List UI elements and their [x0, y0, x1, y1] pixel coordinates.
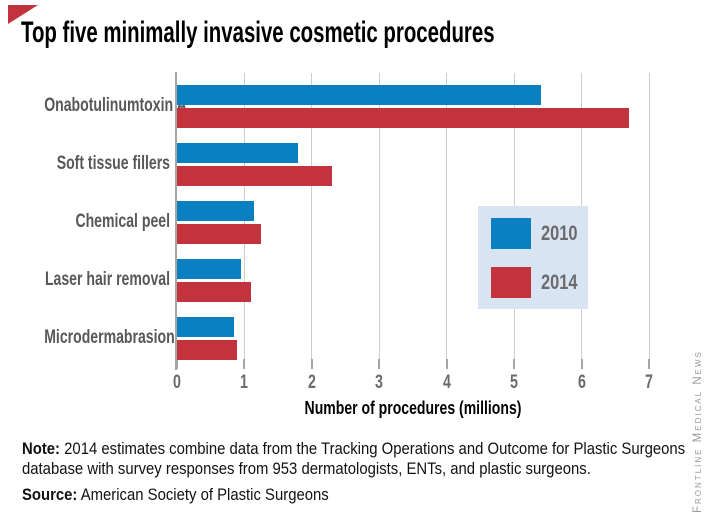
chart-legend: 2010 2014: [478, 206, 588, 309]
source-body: American Society of Plastic Surgeons: [80, 485, 329, 504]
x-axis-tick: [378, 359, 381, 369]
x-axis-tick: [580, 359, 583, 369]
x-axis-tick: [513, 359, 516, 369]
bar-2014: [176, 108, 630, 128]
bar-2010: [176, 143, 299, 163]
x-axis-tick-label: 3: [375, 372, 384, 393]
source-text: Source: American Society of Plastic Surg…: [22, 485, 691, 505]
x-axis-tick: [648, 359, 651, 369]
note-text: Note: 2014 estimates combine data from t…: [22, 439, 691, 478]
bar-2010: [176, 85, 542, 105]
legend-swatch-2014: [491, 267, 531, 298]
legend-label-2014: 2014: [541, 271, 578, 294]
gridline: [378, 73, 380, 362]
chart-title: Top five minimally invasive cosmetic pro…: [21, 16, 495, 49]
x-axis-tick: [310, 359, 313, 369]
category-label: Microdermabrasion: [44, 327, 175, 348]
legend-item-2014: 2014: [491, 267, 581, 298]
x-axis-tick: [243, 359, 246, 369]
x-axis-label: Number of procedures (millions): [304, 398, 522, 418]
gridline: [446, 73, 448, 362]
y-axis-line: [175, 72, 177, 370]
x-axis-tick-label: 2: [307, 372, 316, 393]
category-label: Soft tissue fillers: [56, 153, 170, 174]
bar-2014: [176, 224, 261, 244]
legend-item-2010: 2010: [491, 218, 581, 249]
note-body: 2014 estimates combine data from the Tra…: [22, 439, 686, 478]
bar-2014: [176, 166, 332, 186]
x-axis-tick-label: 7: [645, 372, 654, 393]
bar-2010: [176, 259, 241, 279]
bar-2010: [176, 317, 234, 337]
x-axis-tick-label: 0: [172, 372, 181, 393]
category-label: Laser hair removal: [44, 269, 170, 290]
publisher-credit: Frontline Medical News: [692, 350, 704, 513]
legend-label-2010: 2010: [541, 222, 578, 245]
bar-2014: [176, 340, 238, 360]
category-label: Onabotulinumtoxin A: [44, 95, 187, 116]
legend-swatch-2010: [491, 218, 531, 249]
x-axis-tick-label: 4: [442, 372, 451, 393]
x-axis-tick-label: 1: [240, 372, 249, 393]
bar-2010: [176, 201, 255, 221]
note-label: Note:: [22, 439, 61, 458]
source-label: Source:: [22, 485, 78, 504]
gridline: [311, 73, 313, 362]
bar-2014: [176, 282, 251, 302]
category-label: Chemical peel: [75, 211, 170, 232]
x-axis-tick-label: 6: [577, 372, 586, 393]
x-axis-tick: [445, 359, 448, 369]
gridline: [648, 73, 650, 362]
x-axis-tick-label: 5: [510, 372, 519, 393]
